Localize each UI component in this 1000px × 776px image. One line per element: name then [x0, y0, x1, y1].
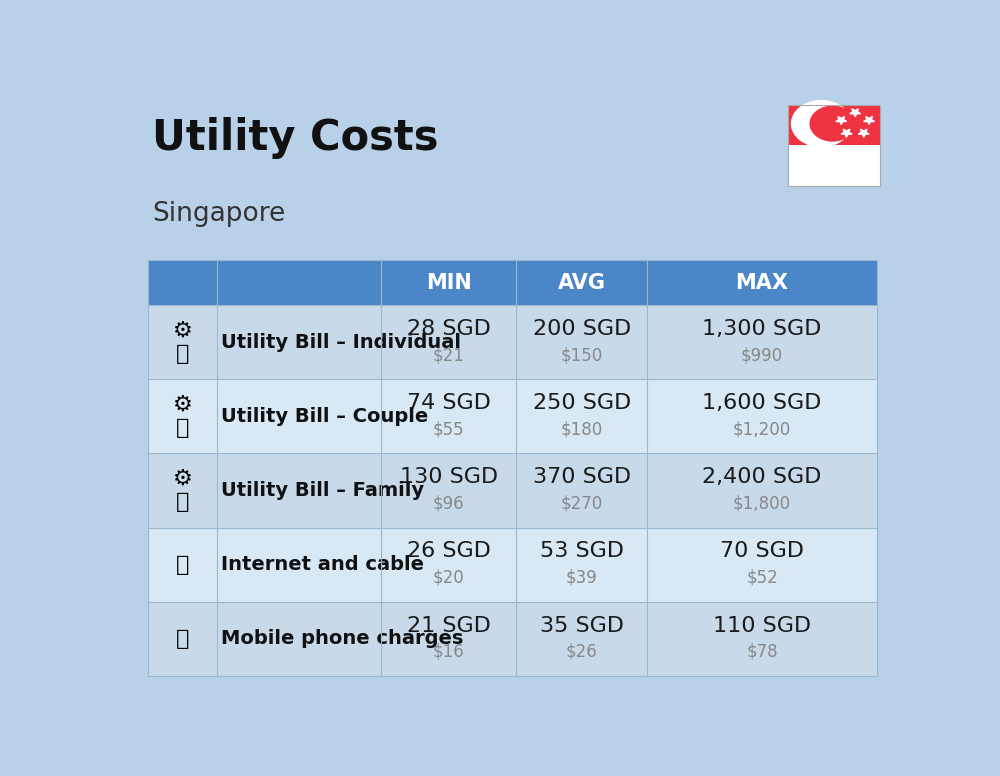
Text: 📱: 📱: [176, 629, 190, 649]
Text: MIN: MIN: [426, 273, 472, 293]
Text: 110 SGD: 110 SGD: [713, 615, 811, 636]
Text: Utility Bill – Individual: Utility Bill – Individual: [221, 333, 461, 352]
Bar: [381, 261, 516, 305]
Text: $39: $39: [566, 569, 598, 587]
Bar: [217, 305, 381, 379]
Text: 370 SGD: 370 SGD: [533, 467, 631, 487]
Bar: [217, 528, 381, 601]
Bar: [381, 305, 516, 379]
Bar: [217, 453, 381, 528]
Text: Mobile phone charges: Mobile phone charges: [221, 629, 464, 648]
Bar: [647, 305, 877, 379]
Text: 2,400 SGD: 2,400 SGD: [702, 467, 822, 487]
Bar: [516, 453, 647, 528]
Text: $20: $20: [433, 569, 465, 587]
Text: $1,800: $1,800: [733, 494, 791, 513]
Text: Utility Bill – Family: Utility Bill – Family: [221, 481, 424, 500]
Text: 53 SGD: 53 SGD: [540, 542, 624, 561]
Bar: [148, 453, 217, 528]
Bar: [788, 145, 880, 185]
Bar: [381, 528, 516, 601]
Circle shape: [792, 101, 851, 147]
Bar: [647, 453, 877, 528]
Text: $26: $26: [566, 643, 598, 661]
Text: $55: $55: [433, 421, 465, 438]
Bar: [516, 261, 647, 305]
Text: 26 SGD: 26 SGD: [407, 542, 491, 561]
Text: 1,600 SGD: 1,600 SGD: [702, 393, 822, 414]
Text: 74 SGD: 74 SGD: [407, 393, 491, 414]
Text: 📶: 📶: [176, 555, 190, 574]
Bar: [148, 379, 217, 453]
Text: $16: $16: [433, 643, 465, 661]
Text: Utility Costs: Utility Costs: [152, 117, 439, 159]
Text: $180: $180: [561, 421, 603, 438]
Bar: [148, 601, 217, 676]
Bar: [381, 453, 516, 528]
Text: $1,200: $1,200: [733, 421, 791, 438]
Bar: [516, 379, 647, 453]
Bar: [381, 379, 516, 453]
Text: 250 SGD: 250 SGD: [533, 393, 631, 414]
Text: ⚙
🔌: ⚙ 🔌: [173, 320, 193, 364]
Polygon shape: [850, 109, 861, 116]
Bar: [647, 601, 877, 676]
Text: $52: $52: [746, 569, 778, 587]
Text: $270: $270: [561, 494, 603, 513]
Text: Singapore: Singapore: [152, 201, 285, 227]
Bar: [516, 601, 647, 676]
Text: AVG: AVG: [558, 273, 606, 293]
Bar: [148, 305, 217, 379]
Text: 35 SGD: 35 SGD: [540, 615, 624, 636]
Text: 70 SGD: 70 SGD: [720, 542, 804, 561]
Text: $150: $150: [561, 346, 603, 365]
Text: $21: $21: [433, 346, 465, 365]
Bar: [217, 601, 381, 676]
Text: MAX: MAX: [736, 273, 789, 293]
Bar: [788, 105, 880, 185]
Text: $96: $96: [433, 494, 465, 513]
Text: 130 SGD: 130 SGD: [400, 467, 498, 487]
Bar: [647, 379, 877, 453]
Polygon shape: [841, 129, 852, 137]
Text: 1,300 SGD: 1,300 SGD: [702, 319, 822, 339]
Bar: [647, 528, 877, 601]
Text: ⚙
🔌: ⚙ 🔌: [173, 395, 193, 438]
Text: ⚙
🔌: ⚙ 🔌: [173, 469, 193, 512]
Circle shape: [810, 106, 855, 141]
Text: Utility Bill – Couple: Utility Bill – Couple: [221, 407, 429, 426]
Text: 200 SGD: 200 SGD: [533, 319, 631, 339]
Bar: [516, 528, 647, 601]
Text: $990: $990: [741, 346, 783, 365]
Bar: [516, 305, 647, 379]
Text: 28 SGD: 28 SGD: [407, 319, 491, 339]
Text: 21 SGD: 21 SGD: [407, 615, 491, 636]
Bar: [148, 261, 381, 305]
Polygon shape: [858, 129, 869, 137]
Bar: [788, 105, 880, 145]
Polygon shape: [836, 116, 847, 125]
Bar: [381, 601, 516, 676]
Bar: [148, 528, 217, 601]
Bar: [647, 261, 877, 305]
Text: Internet and cable: Internet and cable: [221, 555, 424, 574]
Bar: [217, 379, 381, 453]
Polygon shape: [864, 116, 875, 125]
Text: $78: $78: [746, 643, 778, 661]
